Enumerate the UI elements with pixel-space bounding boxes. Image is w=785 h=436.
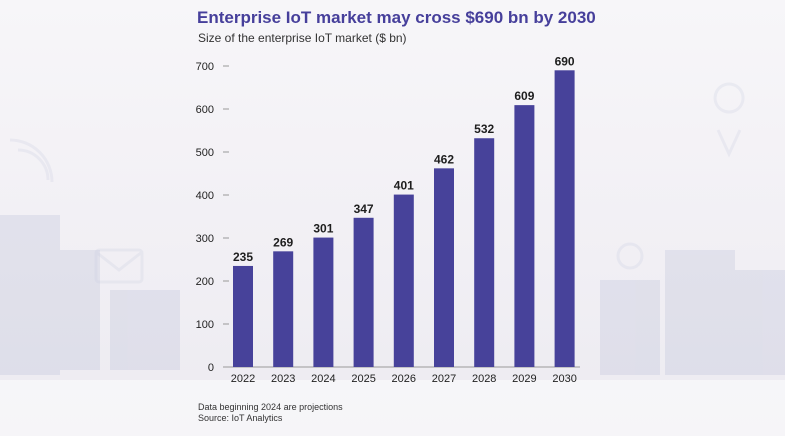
x-tick-label: 2024 [311, 373, 335, 385]
bar [514, 105, 535, 367]
bar-value-label: 347 [354, 202, 374, 216]
y-tick-label: 500 [196, 147, 214, 159]
bar [353, 217, 374, 367]
y-tick-label: 400 [196, 190, 214, 202]
y-axis: 0 100 200 300 400 500 600 700 [196, 61, 229, 374]
chart-subtitle: Size of the enterprise IoT market ($ bn) [198, 31, 407, 45]
bar-value-label: 462 [434, 152, 454, 166]
x-tick-label: 2028 [472, 373, 496, 385]
bar-value-label: 690 [555, 54, 575, 68]
y-tick-label: 700 [196, 61, 214, 73]
bar [434, 168, 454, 367]
projection-note: Data beginning 2024 are projections [198, 402, 343, 412]
x-tick-label: 2026 [392, 373, 416, 385]
bar [233, 265, 253, 367]
x-tick-label: 2030 [552, 373, 576, 385]
y-tick-label: 300 [196, 233, 214, 245]
x-tick-label: 2027 [432, 373, 456, 385]
bar-value-label: 301 [313, 222, 333, 236]
chart-title: Enterprise IoT market may cross $690 bn … [197, 8, 596, 27]
bars-group: 235 2022 269 2023 301 2024 347 2025 401 2026 462 20… [231, 54, 577, 385]
y-tick-label: 0 [208, 362, 214, 374]
bar [474, 138, 495, 367]
bar-value-label: 609 [514, 89, 534, 103]
bar [393, 194, 414, 367]
y-tick-label: 100 [196, 319, 214, 331]
y-tick-label: 200 [196, 276, 214, 288]
bar-value-label: 235 [233, 250, 253, 264]
y-tick-label: 600 [196, 104, 214, 116]
bar-value-label: 532 [474, 122, 494, 136]
source-note: Source: IoT Analytics [198, 413, 283, 423]
bar-value-label: 269 [273, 235, 293, 249]
bar [313, 237, 334, 367]
bar [554, 70, 575, 368]
bar [273, 251, 294, 367]
x-tick-label: 2029 [512, 373, 536, 385]
x-tick-label: 2025 [351, 373, 375, 385]
x-tick-label: 2023 [271, 373, 295, 385]
bar-value-label: 401 [394, 179, 414, 193]
x-tick-label: 2022 [231, 373, 255, 385]
